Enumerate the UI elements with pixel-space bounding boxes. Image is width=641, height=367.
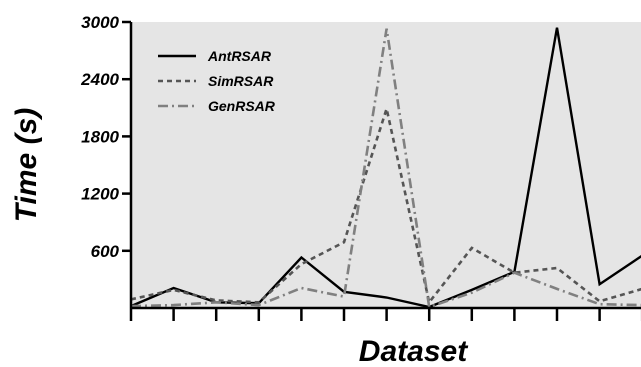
legend: AntRSAR SimRSAR GenRSAR	[158, 48, 276, 114]
y-tick-label: 1200	[81, 185, 119, 204]
legend-label-antrsar: AntRSAR	[207, 48, 272, 64]
y-tick-label: 1800	[81, 127, 119, 146]
y-tick-label: 600	[91, 242, 120, 261]
legend-label-genrsar: GenRSAR	[208, 98, 276, 114]
y-tick-label: 2400	[80, 70, 119, 89]
plot-area	[131, 22, 641, 308]
legend-label-simrsar: SimRSAR	[208, 73, 274, 89]
y-axis: 600 1200 1800 2400 3000	[80, 13, 133, 308]
x-axis-title: Dataset	[359, 335, 469, 367]
y-axis-title: Time (s)	[10, 108, 43, 222]
x-axis	[129, 306, 641, 321]
series-layer	[130, 27, 641, 309]
series-line-genrsar	[130, 28, 641, 309]
y-tick-label: 3000	[81, 13, 119, 32]
